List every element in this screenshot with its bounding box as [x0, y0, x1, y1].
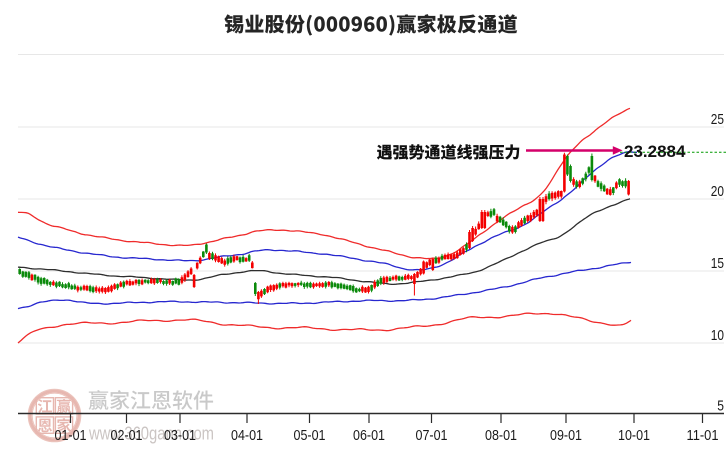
svg-text:01-01: 01-01 — [55, 428, 87, 444]
svg-text:02-01: 02-01 — [111, 428, 143, 444]
svg-text:5: 5 — [717, 398, 724, 415]
svg-text:15: 15 — [711, 255, 724, 272]
svg-text:25: 25 — [711, 111, 724, 128]
svg-text:05-01: 05-01 — [294, 428, 326, 444]
svg-text:08-01: 08-01 — [485, 428, 517, 444]
svg-text:04-01: 04-01 — [231, 428, 263, 444]
svg-text:03-01: 03-01 — [164, 428, 196, 444]
svg-text:06-01: 06-01 — [353, 428, 385, 444]
svg-text:10: 10 — [711, 327, 724, 344]
svg-text:09-01: 09-01 — [550, 428, 582, 444]
svg-text:www.360gann.com: www.360gann.com — [88, 424, 214, 444]
svg-text:11-01: 11-01 — [687, 428, 719, 444]
svg-text:20: 20 — [711, 183, 724, 200]
svg-text:23.2884: 23.2884 — [624, 142, 686, 161]
svg-text:07-01: 07-01 — [416, 428, 448, 444]
svg-text:10-01: 10-01 — [618, 428, 650, 444]
